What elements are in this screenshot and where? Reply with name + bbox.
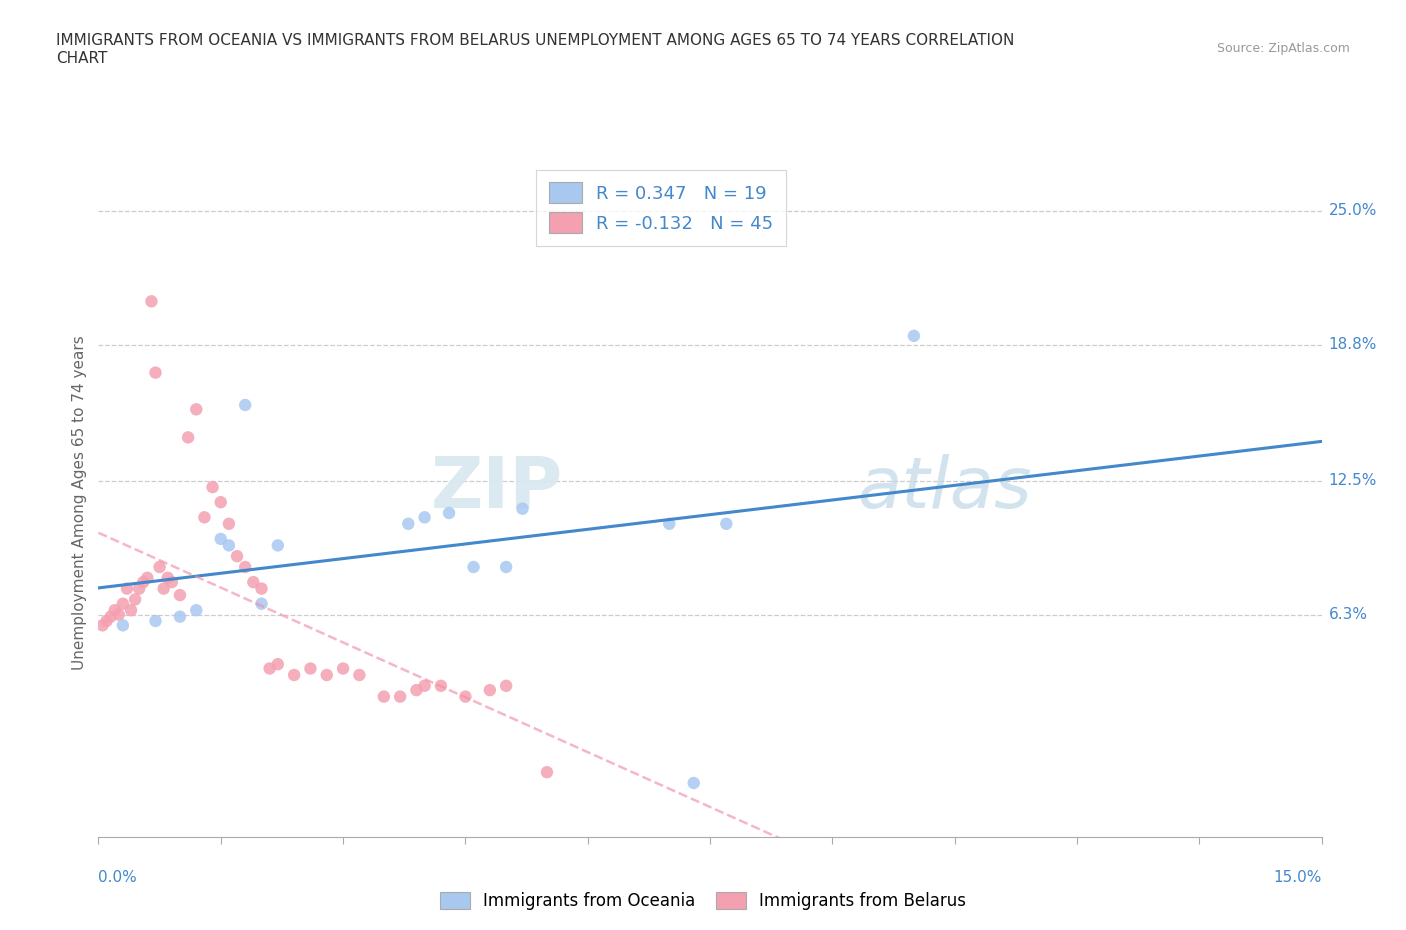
Point (413, 678, 436, 693)
Text: Source: ZipAtlas.com: Source: ZipAtlas.com (1216, 42, 1350, 55)
Point (512, 501, 534, 516)
Point (193, 510, 215, 525)
Legend: Immigrants from Oceania, Immigrants from Belarus: Immigrants from Oceania, Immigrants from… (433, 885, 973, 917)
Y-axis label: Unemployment Among Ages 65 to 74 years: Unemployment Among Ages 65 to 74 years (72, 335, 87, 670)
Point (152, 581, 174, 596)
Text: ZIP: ZIP (432, 455, 564, 524)
Point (250, 596, 273, 611)
Point (267, 538, 290, 552)
Point (259, 661, 281, 676)
Point (145, 365, 167, 380)
Point (536, 764, 558, 779)
Point (186, 402, 208, 417)
Point (169, 609, 191, 624)
Point (349, 668, 371, 683)
Point (373, 689, 395, 704)
Point (115, 581, 138, 596)
Point (120, 603, 142, 618)
Point (91, 618, 114, 632)
Point (250, 581, 273, 596)
Point (315, 668, 337, 683)
Text: 15.0%: 15.0% (1274, 870, 1322, 884)
Text: atlas: atlas (856, 455, 1032, 524)
Point (903, 328, 925, 343)
Point (463, 560, 485, 575)
Point (218, 516, 240, 531)
Text: 25.0%: 25.0% (1329, 203, 1376, 219)
Point (186, 603, 208, 618)
Point (145, 614, 167, 629)
Point (405, 683, 427, 698)
Point (111, 618, 134, 632)
Point (218, 538, 240, 552)
Point (267, 657, 290, 671)
Point (132, 575, 155, 590)
Point (111, 596, 134, 611)
Point (201, 480, 224, 495)
Point (209, 495, 232, 510)
Point (430, 678, 453, 693)
Point (136, 570, 159, 585)
Point (169, 588, 191, 603)
Text: 0.0%: 0.0% (98, 870, 138, 884)
Point (233, 560, 256, 575)
Point (100, 609, 122, 624)
Point (396, 516, 419, 531)
Point (149, 560, 172, 575)
Text: 12.5%: 12.5% (1329, 473, 1376, 488)
Point (124, 592, 146, 607)
Point (332, 661, 354, 676)
Point (682, 776, 704, 790)
Point (128, 581, 150, 596)
Text: CHART: CHART (56, 51, 108, 66)
Text: 18.8%: 18.8% (1329, 337, 1376, 352)
Point (242, 575, 264, 590)
Point (299, 661, 322, 676)
Point (108, 607, 131, 622)
Point (413, 510, 436, 525)
Text: 6.3%: 6.3% (1329, 607, 1368, 622)
Point (389, 689, 412, 704)
Point (96, 614, 118, 629)
Point (658, 516, 681, 531)
Point (226, 549, 249, 564)
Text: IMMIGRANTS FROM OCEANIA VS IMMIGRANTS FROM BELARUS UNEMPLOYMENT AMONG AGES 65 TO: IMMIGRANTS FROM OCEANIA VS IMMIGRANTS FR… (56, 33, 1015, 47)
Point (177, 430, 200, 445)
Point (495, 678, 517, 693)
Point (437, 506, 460, 521)
Point (233, 397, 256, 412)
Point (716, 516, 738, 531)
Point (160, 575, 183, 590)
Point (454, 689, 477, 704)
Point (141, 294, 163, 309)
Point (104, 603, 127, 618)
Point (495, 560, 517, 575)
Point (283, 668, 305, 683)
Point (156, 570, 179, 585)
Point (478, 683, 501, 698)
Point (209, 531, 232, 546)
Legend: R = 0.347   N = 19, R = -0.132   N = 45: R = 0.347 N = 19, R = -0.132 N = 45 (537, 170, 786, 246)
